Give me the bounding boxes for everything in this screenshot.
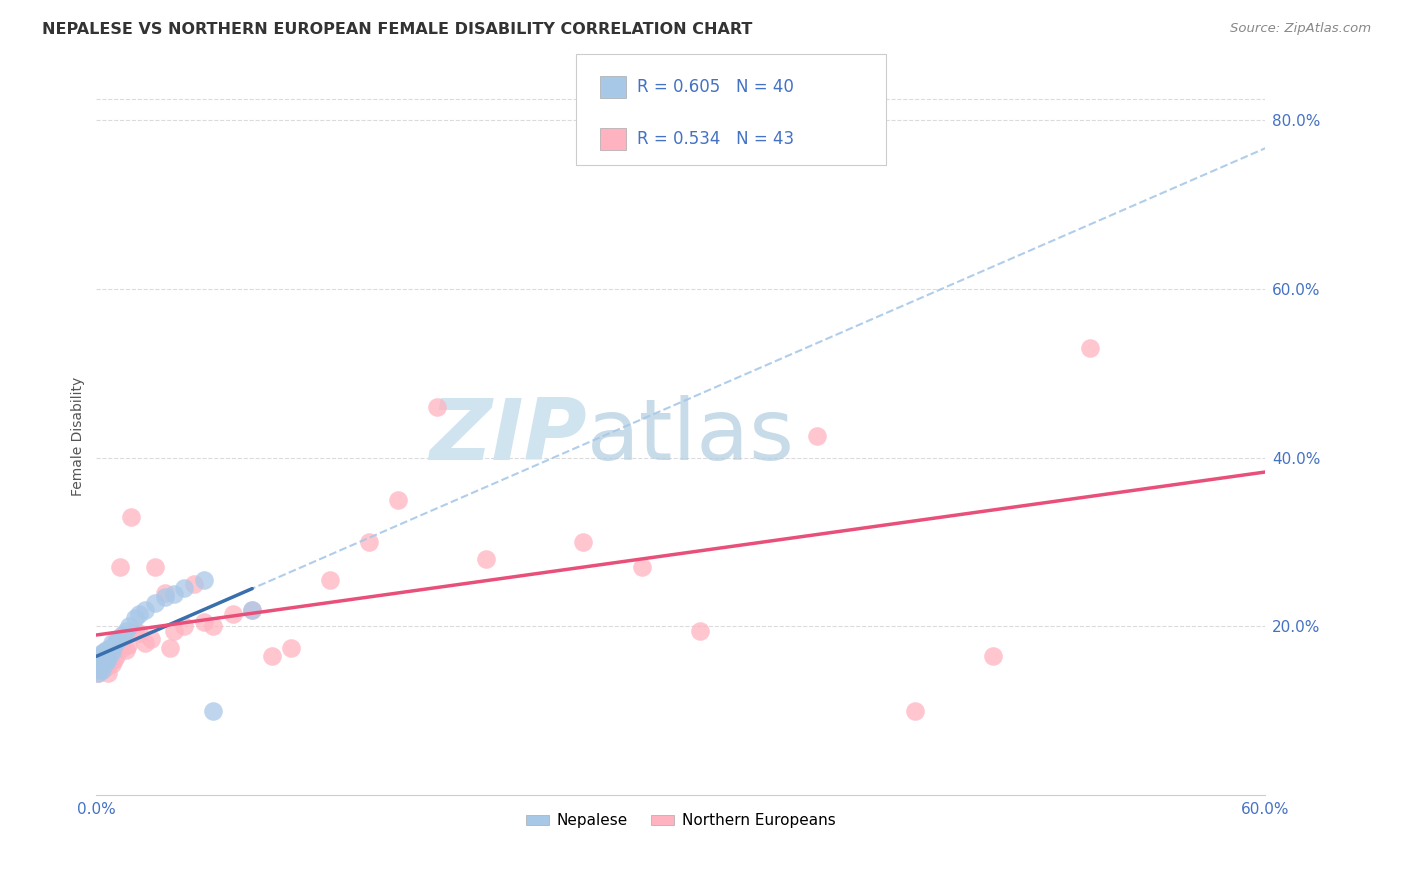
Point (153, 590, 176, 604)
Point (118, 619, 141, 633)
Point (143, 560, 166, 574)
Point (94, 648, 117, 663)
Point (426, 400, 449, 414)
Point (260, 648, 283, 663)
Text: ZIP: ZIP (430, 395, 588, 478)
Point (89, 648, 111, 663)
Point (240, 602, 263, 616)
Point (240, 602, 263, 616)
Point (93, 653, 115, 667)
Point (159, 640, 181, 655)
Point (631, 560, 654, 574)
Point (903, 704, 925, 718)
Text: Source: ZipAtlas.com: Source: ZipAtlas.com (1230, 22, 1371, 36)
Point (87, 665, 110, 680)
Point (202, 619, 225, 633)
Point (319, 573, 342, 587)
Point (94, 660, 117, 674)
Point (97, 645, 120, 659)
Point (163, 624, 186, 638)
Y-axis label: Female Disability: Female Disability (72, 376, 86, 496)
Point (153, 585, 176, 599)
Point (91, 664, 114, 678)
Point (117, 638, 139, 652)
Point (134, 636, 156, 650)
Point (104, 648, 127, 663)
Point (91, 657, 114, 672)
Point (98, 640, 121, 655)
Point (101, 645, 124, 659)
Point (89, 662, 111, 676)
Point (103, 653, 125, 667)
Point (93, 657, 115, 672)
Point (193, 573, 215, 587)
Point (94, 655, 117, 669)
Point (91, 647, 114, 661)
Legend: Nepalese, Northern Europeans: Nepalese, Northern Europeans (520, 807, 841, 834)
Point (806, 429, 828, 443)
Point (101, 636, 124, 650)
Point (183, 577, 205, 591)
Point (163, 587, 186, 601)
Text: atlas: atlas (588, 395, 796, 478)
Text: R = 0.534   N = 43: R = 0.534 N = 43 (637, 129, 794, 148)
Point (222, 607, 245, 621)
Point (111, 640, 134, 655)
Point (104, 634, 127, 648)
Point (111, 628, 134, 642)
Point (134, 602, 156, 616)
Text: NEPALESE VS NORTHERN EUROPEAN FEMALE DISABILITY CORRELATION CHART: NEPALESE VS NORTHERN EUROPEAN FEMALE DIS… (42, 22, 752, 37)
Point (120, 509, 142, 524)
Point (124, 624, 146, 638)
Point (89, 653, 111, 667)
Point (93, 645, 115, 659)
Point (93, 657, 115, 672)
Point (98, 647, 121, 661)
Point (128, 607, 150, 621)
Point (202, 704, 225, 718)
Point (475, 552, 498, 566)
Point (173, 582, 195, 596)
Point (101, 657, 124, 672)
Point (87, 662, 110, 676)
Point (97, 651, 120, 665)
Point (981, 648, 1004, 663)
Point (128, 626, 150, 640)
Point (193, 615, 215, 630)
Point (124, 611, 146, 625)
Point (143, 596, 166, 610)
Point (89, 660, 111, 674)
Point (387, 492, 409, 507)
Point (98, 655, 121, 669)
Point (114, 624, 136, 638)
Point (89, 655, 111, 669)
Point (87, 657, 110, 672)
Point (108, 560, 131, 574)
Point (91, 651, 114, 665)
Point (139, 632, 162, 647)
Text: R = 0.605   N = 40: R = 0.605 N = 40 (637, 78, 794, 96)
Point (114, 643, 136, 657)
Point (87, 665, 110, 680)
Point (97, 665, 120, 680)
Point (1078, 341, 1101, 355)
Point (173, 619, 195, 633)
Point (572, 535, 595, 549)
Point (689, 624, 711, 638)
Point (91, 664, 114, 678)
Point (359, 535, 381, 549)
Point (107, 632, 129, 647)
Point (280, 640, 302, 655)
Point (94, 643, 117, 657)
Point (87, 664, 110, 678)
Point (103, 638, 125, 652)
